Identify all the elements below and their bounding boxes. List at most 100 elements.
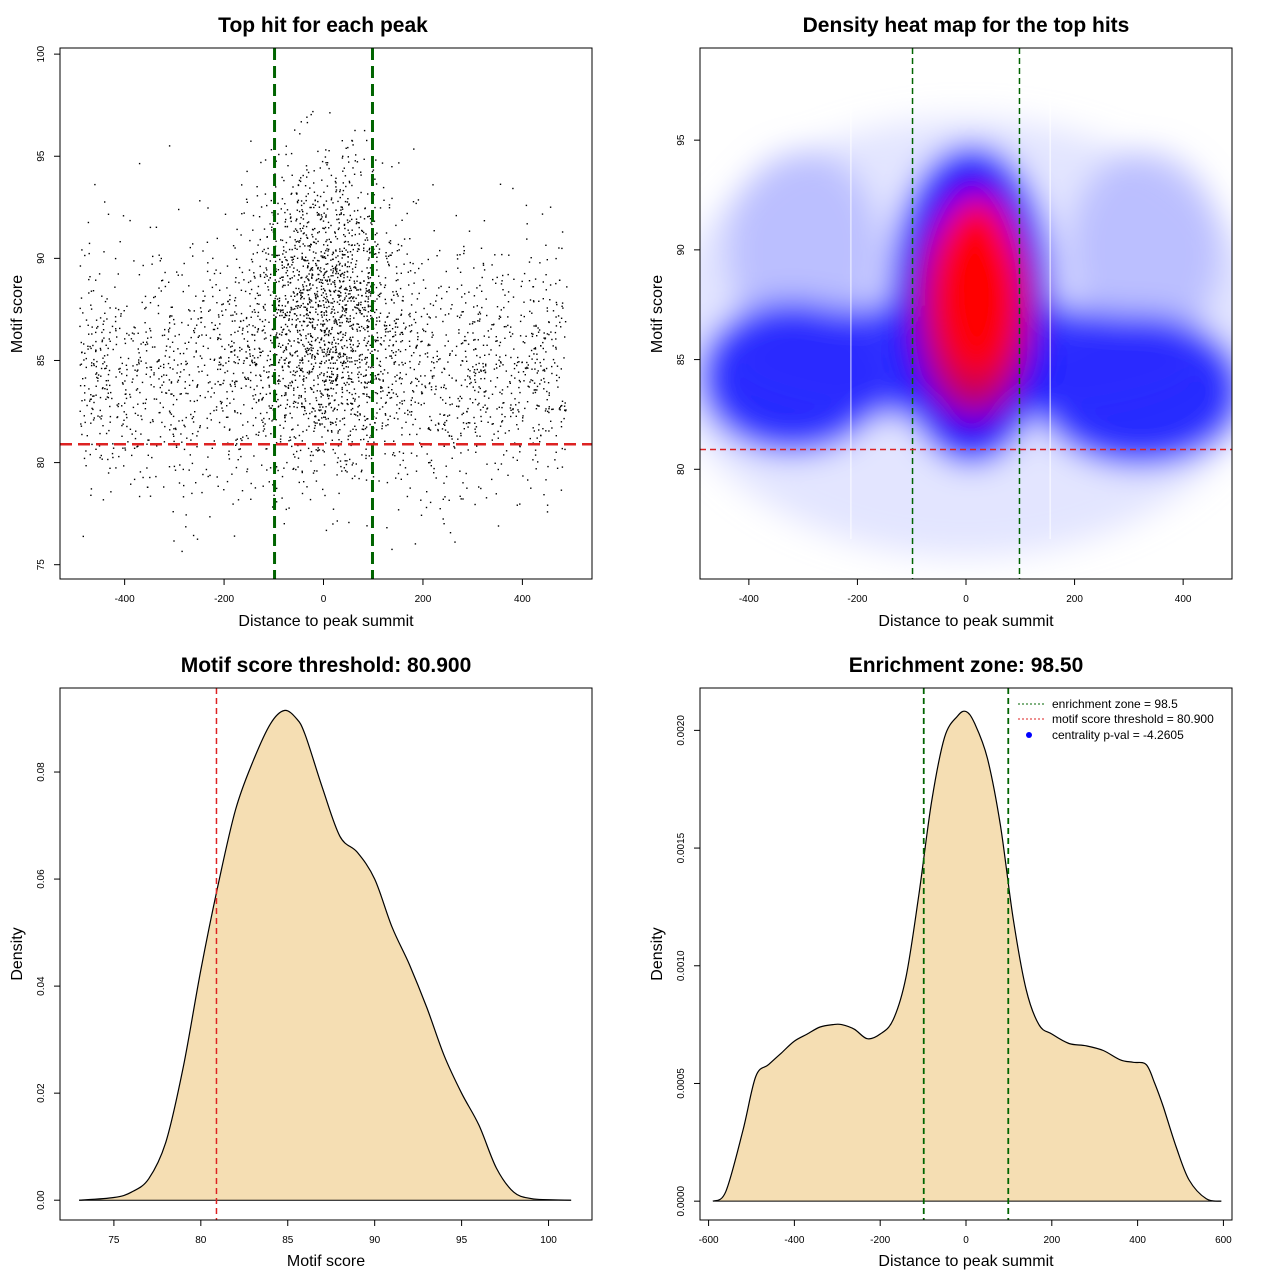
scatter-point [248, 324, 250, 326]
scatter-point [524, 374, 526, 376]
scatter-point [316, 470, 318, 472]
scatter-point [338, 492, 340, 495]
scatter-point [340, 209, 342, 211]
scatter-point [321, 412, 323, 415]
scatter-point [255, 364, 257, 367]
scatter-point [193, 331, 196, 334]
scatter-point [324, 343, 326, 346]
scatter-point [424, 353, 427, 355]
scatter-point [167, 329, 170, 331]
scatter-point [241, 348, 243, 350]
scatter-point [354, 425, 356, 427]
scatter-point [563, 357, 565, 359]
scatter-point [323, 426, 326, 428]
scatter-point [472, 402, 474, 404]
scatter-point [367, 277, 370, 280]
scatter-point [264, 303, 266, 306]
scatter-point [308, 298, 311, 301]
scatter-point [387, 331, 389, 333]
scatter-point [367, 340, 370, 343]
scatter-point [211, 322, 213, 324]
scatter-point [137, 403, 139, 405]
scatter-point [380, 344, 383, 346]
scatter-point [144, 308, 146, 310]
scatter-point [469, 398, 471, 400]
scatter-point [95, 385, 97, 387]
scatter-point [122, 215, 125, 217]
scatter-point [190, 439, 192, 441]
scatter-point [506, 386, 509, 388]
scatter-point [466, 385, 468, 388]
scatter-point [158, 367, 160, 369]
scatter-point [510, 415, 512, 418]
scatter-point [536, 437, 538, 439]
scatter-point [343, 362, 345, 364]
scatter-point [330, 197, 333, 199]
scatter-point [544, 370, 546, 372]
scatter-point [366, 386, 368, 389]
scatter-point [109, 415, 112, 418]
scatter-point [266, 411, 268, 414]
scatter-point [149, 376, 151, 378]
scatter-point [402, 459, 404, 462]
scatter-point [301, 276, 303, 279]
scatter-point [361, 469, 363, 471]
scatter-point [247, 437, 249, 440]
scatter-point [467, 368, 469, 371]
scatter-point [503, 454, 505, 456]
scatter-point [291, 323, 293, 326]
scatter-point [250, 258, 253, 261]
scatter-point [190, 318, 192, 320]
scatter-point [352, 336, 354, 338]
scatter-point [302, 227, 304, 229]
scatter-point [500, 463, 503, 465]
scatter-point [189, 246, 191, 249]
scatter-point [448, 434, 451, 437]
scatter-point [411, 324, 413, 326]
scatter-point [379, 365, 382, 367]
scatter-point [275, 281, 277, 283]
scatter-point [376, 232, 378, 234]
scatter-point [482, 362, 484, 365]
scatter-point [460, 314, 462, 316]
scatter-point [302, 384, 304, 386]
scatter-point [173, 318, 175, 321]
scatter-point [548, 321, 550, 324]
scatter-point [545, 274, 547, 276]
scatter-point [357, 304, 360, 306]
scatter-point [391, 197, 393, 200]
scatter-point [323, 252, 326, 254]
scatter-point [302, 284, 304, 286]
scatter-point [267, 286, 269, 288]
scatter-point [560, 368, 562, 370]
scatter-point [234, 383, 236, 385]
scatter-point [209, 381, 211, 383]
scatter-point [371, 350, 373, 352]
scatter-point [343, 271, 346, 274]
scatter-point [336, 461, 339, 464]
scatter-point [364, 382, 367, 384]
scatter-point [309, 289, 311, 291]
scatter-point [299, 240, 301, 242]
scatter-point [98, 273, 101, 275]
scatter-point [369, 295, 372, 297]
scatter-point [554, 459, 556, 461]
scatter-point [443, 414, 446, 416]
scatter-point [323, 312, 325, 314]
scatter-point [374, 339, 376, 341]
scatter-point [484, 369, 486, 371]
scatter-point [238, 266, 241, 269]
scatter-point [271, 229, 273, 231]
scatter-point [257, 294, 260, 297]
scatter-point [375, 392, 377, 394]
scatter-point [449, 396, 451, 399]
scatter-point [458, 400, 461, 402]
scatter-point [102, 425, 104, 427]
scatter-point [325, 333, 327, 336]
scatter-point [559, 407, 561, 409]
scatter-point [142, 341, 144, 344]
scatter-point [219, 384, 221, 386]
scatter-point [309, 269, 311, 272]
scatter-point [345, 304, 348, 306]
scatter-point [161, 375, 163, 378]
